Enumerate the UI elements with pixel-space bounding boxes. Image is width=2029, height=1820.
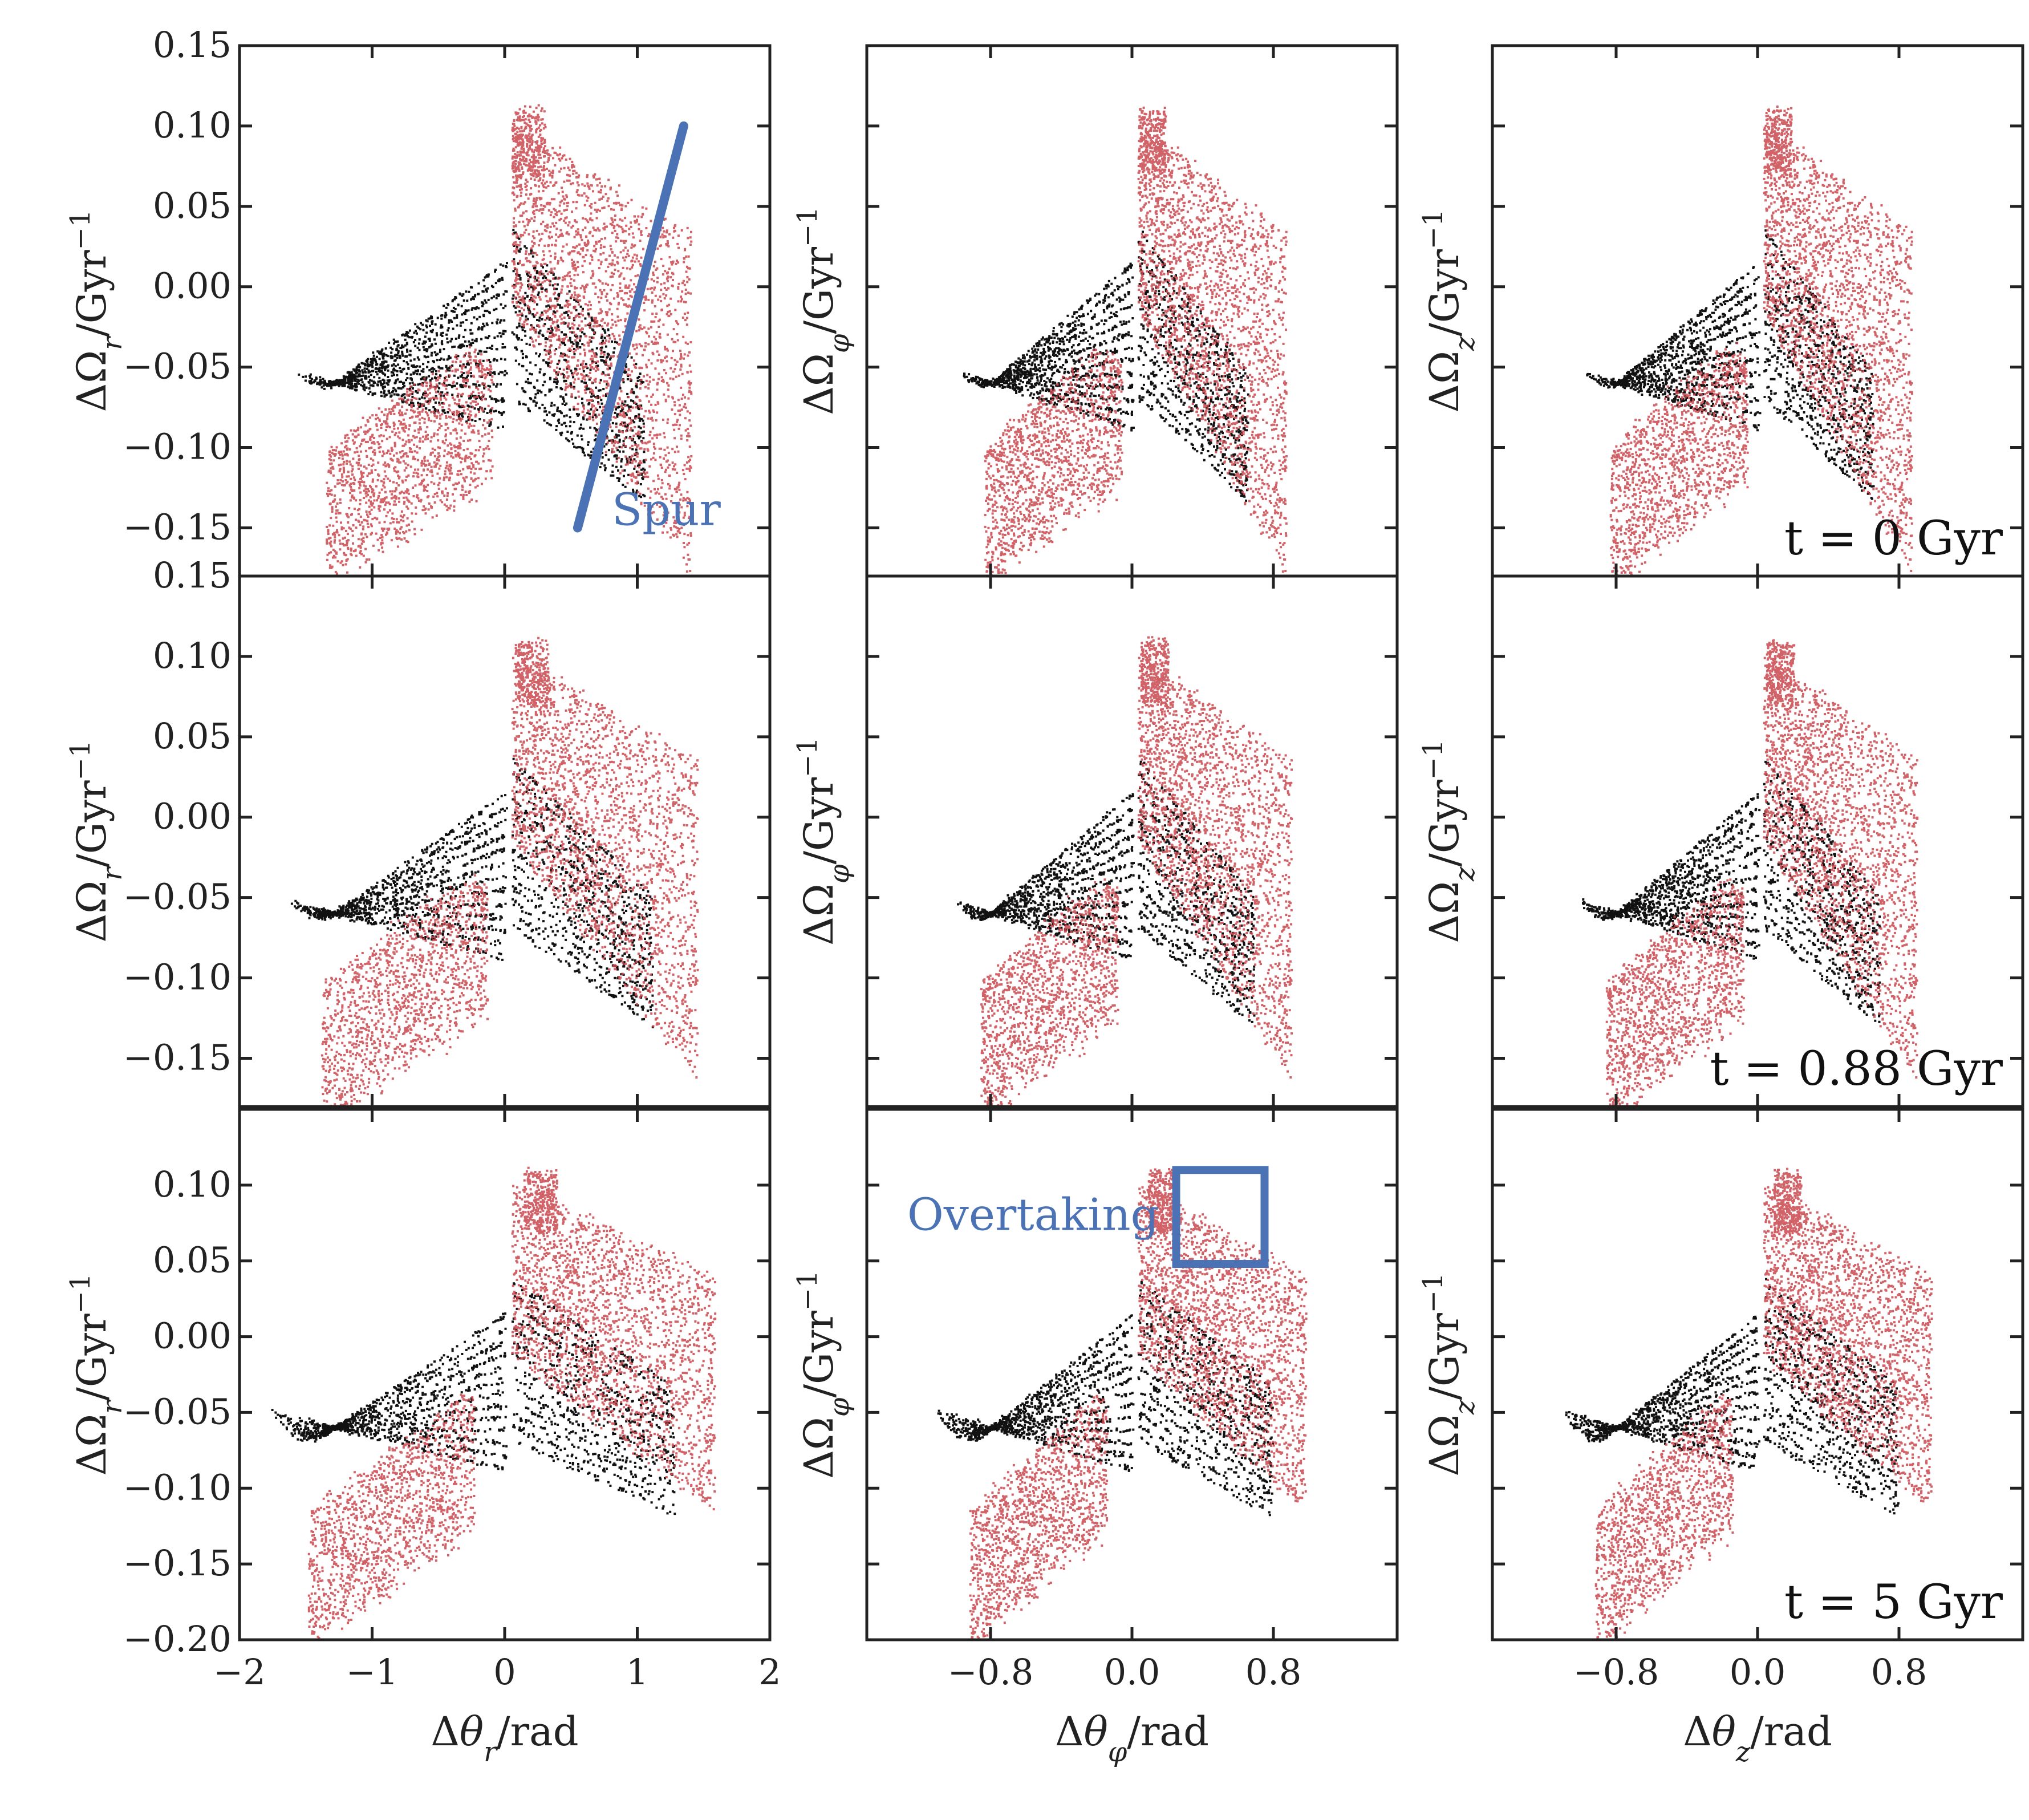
y-axis-label: ΔΩz/Gyr−1 bbox=[1417, 1272, 1481, 1476]
x-axis-label: Δθr/rad bbox=[431, 1708, 578, 1768]
y-tick-label: −0.20 bbox=[123, 1618, 232, 1660]
red-particles bbox=[307, 1166, 717, 1639]
panel-r3-c3: −0.8 0.0 0.8 ΔΩz/Gyr−1 Δθz/rad t = 5 Gyr bbox=[1417, 1108, 2024, 1768]
y-tick-label: 0.00 bbox=[153, 1315, 232, 1357]
y-axis-label: ΔΩr/Gyr−1 bbox=[64, 210, 128, 412]
panel-r1-c1: −0.15 −0.10 −0.05 0.00 0.05 0.10 0.15 ΔΩr/Gyr−1… bbox=[64, 24, 772, 578]
y-axis-label: ΔΩr/Gyr−1 bbox=[64, 1274, 128, 1476]
black-particles bbox=[963, 230, 1249, 502]
y-tick-label: 0.00 bbox=[153, 265, 232, 307]
panel-frame bbox=[865, 574, 1399, 1108]
panel-r3-c1: −0.20 −0.15 −0.10 −0.05 0.00 0.05 0.10 −2 −1 0 1 2 Δ… bbox=[64, 1108, 781, 1768]
time-label: t = 0.88 Gyr bbox=[1710, 1042, 2003, 1096]
x-tick-label: −0.8 bbox=[1573, 1651, 1659, 1693]
panel-frame bbox=[1491, 44, 2024, 578]
x-tick-label: 1 bbox=[626, 1651, 648, 1693]
spur-annotation: Spur bbox=[612, 484, 721, 536]
black-particles bbox=[937, 1280, 1274, 1517]
panel-r2-c3: ΔΩz/Gyr−1 t = 0.88 Gyr bbox=[1417, 574, 2024, 1108]
red-particles bbox=[326, 104, 693, 575]
y-tick-label: 0.05 bbox=[153, 1239, 232, 1281]
y-tick-label: −0.05 bbox=[123, 876, 232, 918]
black-particles bbox=[298, 229, 646, 498]
y-axis-label: ΔΩz/Gyr−1 bbox=[1417, 209, 1481, 412]
x-axis-label: Δθφ/rad bbox=[1055, 1708, 1209, 1768]
overtaking-annotation: Overtaking bbox=[907, 1189, 1159, 1241]
x-tick-label: 2 bbox=[758, 1651, 781, 1693]
black-particles bbox=[290, 757, 654, 1028]
y-tick-label: −0.10 bbox=[123, 956, 232, 998]
overtaking-box bbox=[1172, 1166, 1269, 1268]
y-axis-label: ΔΩφ/Gyr−1 bbox=[792, 1270, 855, 1478]
y-axis-label: ΔΩr/Gyr−1 bbox=[64, 740, 128, 943]
y-tick-label: −0.10 bbox=[123, 426, 232, 468]
y-tick-label: −0.15 bbox=[123, 1542, 232, 1584]
y-tick-label: −0.05 bbox=[123, 1391, 232, 1432]
panel-frame bbox=[865, 44, 1399, 578]
y-axis-label: ΔΩφ/Gyr−1 bbox=[792, 737, 855, 945]
panel-r2-c2: ΔΩφ/Gyr−1 bbox=[792, 574, 1399, 1108]
x-tick-label: 0.8 bbox=[1871, 1651, 1927, 1693]
x-tick-label: 0.8 bbox=[1245, 1651, 1302, 1693]
y-tick-label: 0.00 bbox=[153, 796, 232, 837]
time-label: t = 5 Gyr bbox=[1784, 1575, 2003, 1630]
red-particles bbox=[1609, 106, 1913, 576]
panel-r1-c3: ΔΩz/Gyr−1 t = 0 Gyr bbox=[1417, 44, 2024, 578]
x-tick-label: 0.0 bbox=[1104, 1651, 1160, 1693]
x-tick-label: −0.8 bbox=[948, 1651, 1034, 1693]
panel-frame bbox=[1491, 1108, 2024, 1641]
y-tick-label: −0.10 bbox=[123, 1466, 232, 1508]
x-axis-label: Δθz/rad bbox=[1683, 1708, 1832, 1768]
y-tick-label: 0.15 bbox=[153, 24, 232, 66]
y-tick-label: −0.05 bbox=[123, 346, 232, 387]
x-tick-label: −1 bbox=[346, 1651, 398, 1693]
spur-line bbox=[573, 121, 688, 533]
y-tick-label: 0.05 bbox=[153, 185, 232, 226]
x-tick-label: −2 bbox=[213, 1651, 265, 1693]
red-particles bbox=[969, 1166, 1308, 1640]
black-particles bbox=[957, 760, 1256, 1023]
y-tick-label: 0.05 bbox=[153, 715, 232, 757]
y-tick-label: −0.15 bbox=[123, 506, 232, 548]
panel-frame bbox=[238, 1108, 772, 1641]
panel-frame bbox=[1491, 574, 2024, 1108]
x-tick-label: 0 bbox=[493, 1651, 516, 1693]
y-axis-label: ΔΩφ/Gyr−1 bbox=[792, 206, 855, 415]
y-axis-label: ΔΩz/Gyr−1 bbox=[1417, 739, 1481, 943]
time-label: t = 0 Gyr bbox=[1784, 512, 2003, 566]
panel-r1-c2: ΔΩφ/Gyr−1 bbox=[792, 44, 1399, 578]
y-tick-label: 0.10 bbox=[153, 635, 232, 676]
y-tick-label: 0.10 bbox=[153, 1164, 232, 1205]
red-particles bbox=[980, 636, 1293, 1106]
panel-r3-c2: −0.8 0.0 0.8 ΔΩφ/Gyr−1 Δθφ/rad Overtaking bbox=[792, 1108, 1399, 1768]
y-tick-label: 0.10 bbox=[153, 104, 232, 146]
panel-r2-c1: −0.15 −0.10 −0.05 0.00 0.05 0.10 0.15 ΔΩr/Gyr−1 bbox=[64, 554, 772, 1108]
y-tick-label: −0.15 bbox=[123, 1036, 232, 1078]
x-tick-label: 0.0 bbox=[1730, 1651, 1786, 1693]
y-tick-label: 0.15 bbox=[153, 554, 232, 596]
red-particles bbox=[984, 106, 1288, 576]
red-particles bbox=[320, 637, 699, 1106]
